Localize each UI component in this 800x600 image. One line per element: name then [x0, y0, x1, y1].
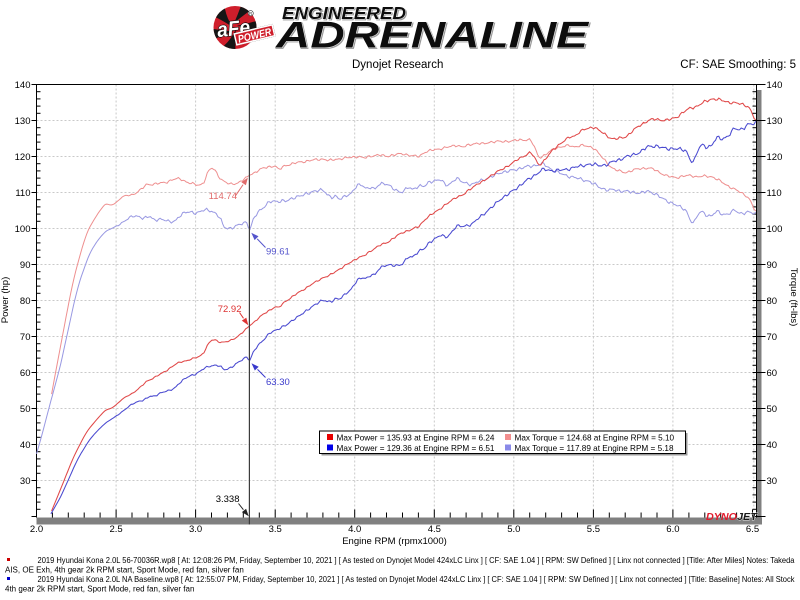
svg-text:40: 40: [767, 440, 778, 451]
svg-text:60: 60: [767, 368, 778, 379]
svg-text:100: 100: [767, 224, 783, 235]
svg-text:Max Torque = 117.89 at Engine: Max Torque = 117.89 at Engine RPM = 5.18: [515, 444, 674, 453]
svg-text:40: 40: [20, 440, 31, 451]
svg-text:Engine RPM (rpmx1000): Engine RPM (rpmx1000): [342, 536, 447, 547]
svg-text:110: 110: [15, 188, 30, 199]
svg-text:JET: JET: [737, 511, 759, 523]
svg-text:CF: SAE Smoothing: 5: CF: SAE Smoothing: 5: [680, 59, 796, 71]
svg-text:aFe: aFe: [216, 16, 252, 42]
svg-text:R: R: [249, 11, 252, 16]
svg-text:114.74: 114.74: [209, 191, 237, 202]
svg-text:130: 130: [767, 116, 783, 127]
svg-text:80: 80: [767, 296, 778, 307]
svg-text:72.92: 72.92: [218, 304, 242, 315]
svg-text:DYNO: DYNO: [706, 511, 737, 523]
svg-text:3.338: 3.338: [216, 494, 240, 505]
svg-text:80: 80: [20, 296, 31, 307]
svg-text:60: 60: [20, 368, 31, 379]
svg-text:70: 70: [767, 332, 778, 343]
svg-text:Max Power = 135.93 at Engine R: Max Power = 135.93 at Engine RPM = 6.24: [337, 434, 495, 443]
svg-text:50: 50: [20, 404, 31, 415]
svg-text:120: 120: [767, 152, 783, 163]
svg-text:30: 30: [20, 476, 31, 487]
svg-text:4.5: 4.5: [428, 524, 441, 535]
svg-text:100: 100: [15, 224, 31, 235]
svg-text:Max Power = 129.36 at Engine R: Max Power = 129.36 at Engine RPM = 6.51: [337, 444, 495, 453]
svg-text:Dynojet Research: Dynojet Research: [352, 59, 443, 71]
svg-text:2.0: 2.0: [30, 524, 43, 535]
svg-text:63.30: 63.30: [266, 377, 290, 388]
svg-text:140: 140: [15, 80, 31, 91]
svg-text:90: 90: [20, 260, 31, 271]
svg-text:5.0: 5.0: [507, 524, 520, 535]
svg-text:6.5: 6.5: [746, 524, 759, 535]
svg-text:120: 120: [15, 152, 31, 163]
svg-text:110: 110: [767, 188, 782, 199]
svg-text:2.5: 2.5: [109, 524, 122, 535]
svg-text:5.5: 5.5: [587, 524, 600, 535]
svg-text:130: 130: [15, 116, 31, 127]
svg-text:4.0: 4.0: [348, 524, 361, 535]
svg-text:4th gear 2k RPM start, Sport M: 4th gear 2k RPM start, Sport Mode, red f…: [5, 585, 194, 594]
svg-text:140: 140: [767, 80, 783, 91]
svg-text:99.61: 99.61: [266, 247, 290, 258]
svg-text:3.0: 3.0: [189, 524, 202, 535]
svg-text:3.5: 3.5: [269, 524, 282, 535]
svg-text:Torque (ft-lbs): Torque (ft-lbs): [788, 268, 799, 327]
svg-text:Power (hp): Power (hp): [0, 277, 11, 323]
svg-text:ENGINEERED: ENGINEERED: [282, 3, 406, 23]
svg-text:Max Torque = 124.68 at Engine: Max Torque = 124.68 at Engine RPM = 5.10: [515, 434, 675, 443]
svg-text:30: 30: [767, 476, 778, 487]
svg-text:70: 70: [20, 332, 31, 343]
svg-text:AIS, OE Exh, 4th gear 2k RPM s: AIS, OE Exh, 4th gear 2k RPM start, Spor…: [5, 566, 244, 575]
svg-text:6.0: 6.0: [666, 524, 679, 535]
svg-text:90: 90: [767, 260, 778, 271]
svg-text:2019 Hyundai Kona 2.0L 56-7003: 2019 Hyundai Kona 2.0L 56-70036R.wp8 [ A…: [38, 556, 796, 565]
svg-text:2019 Hyundai Kona 2.0L NA Base: 2019 Hyundai Kona 2.0L NA Baseline.wp8 […: [38, 575, 796, 584]
svg-text:50: 50: [767, 404, 778, 415]
svg-text:ADRENALINE: ADRENALINE: [275, 15, 590, 56]
